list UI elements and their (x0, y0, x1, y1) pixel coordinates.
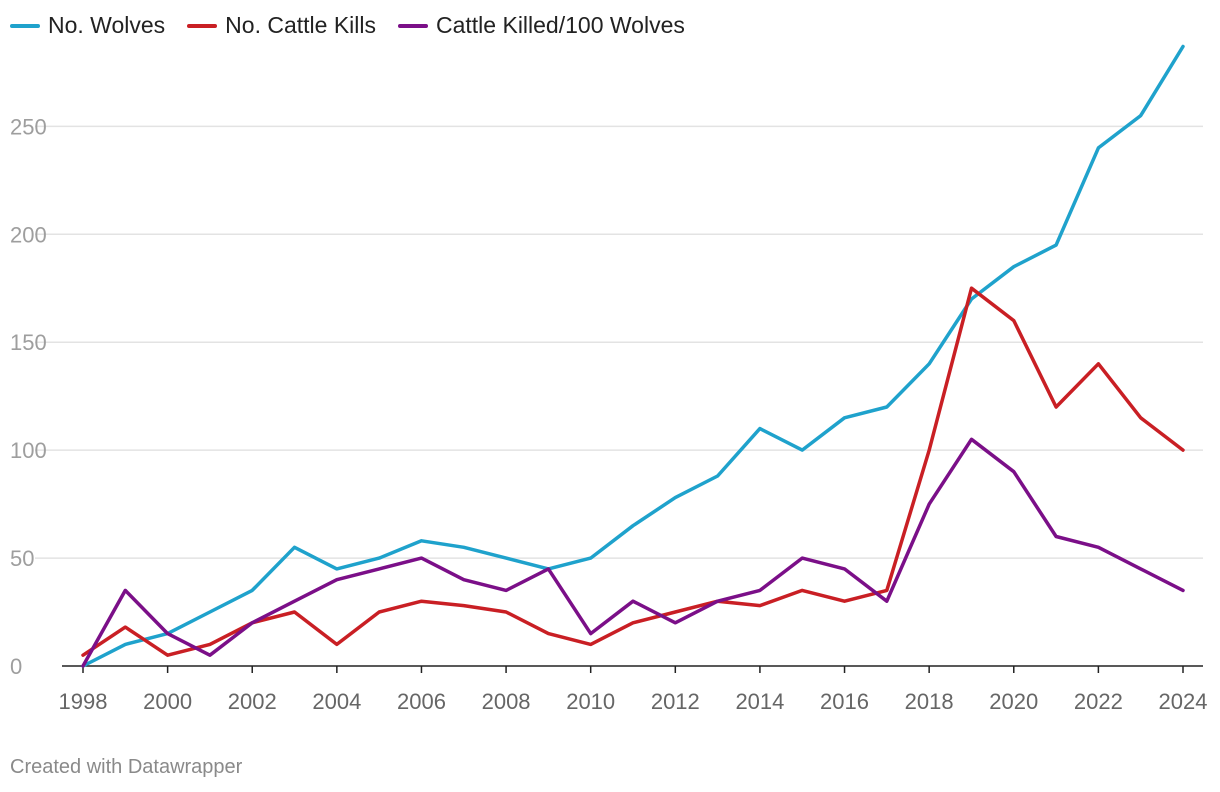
y-tick-label: 200 (10, 222, 47, 247)
legend-label-wolves: No. Wolves (48, 12, 166, 38)
legend-swatch-wolves (10, 23, 40, 28)
x-tick-label: 2016 (820, 689, 869, 714)
x-tick-label: 2002 (228, 689, 277, 714)
x-tick-label: 1998 (59, 689, 108, 714)
legend-label-kill-rate: Cattle Killed/100 Wolves (436, 12, 685, 38)
x-tick-label: 2022 (1074, 689, 1123, 714)
x-tick-label: 2020 (989, 689, 1038, 714)
legend-swatch-cattle-kills (187, 23, 218, 28)
x-tick-label: 2000 (143, 689, 192, 714)
credit-text: Created with Datawrapper (10, 756, 243, 778)
y-tick-label: 100 (10, 438, 47, 463)
x-tick-label: 2012 (651, 689, 700, 714)
series-line-cattle-killed-100-wolves (81, 437, 1185, 668)
x-tick-label: 2004 (312, 689, 361, 714)
series-line-no-wolves (81, 44, 1185, 668)
series-line-no-cattle-kills (81, 286, 1185, 657)
x-tick-label: 2018 (905, 689, 954, 714)
y-tick-label: 150 (10, 330, 47, 355)
x-tick-label: 2024 (1159, 689, 1208, 714)
legend-swatch-kill-rate (398, 23, 428, 28)
x-tick-label: 2006 (397, 689, 446, 714)
x-tick-label: 2008 (482, 689, 531, 714)
y-tick-label: 0 (10, 654, 22, 679)
y-tick-label: 250 (10, 114, 47, 139)
legend-item-wolves: No. Wolves (10, 12, 165, 39)
x-tick-label: 2010 (566, 689, 615, 714)
y-tick-label: 50 (10, 546, 34, 571)
legend-label-cattle-kills: No. Cattle Kills (225, 12, 376, 38)
legend-item-kill-rate: Cattle Killed/100 Wolves (398, 12, 685, 39)
legend-item-cattle-kills: No. Cattle Kills (187, 12, 376, 39)
chart-legend: No. Wolves No. Cattle Kills Cattle Kille… (10, 12, 685, 39)
x-tick-label: 2014 (735, 689, 784, 714)
